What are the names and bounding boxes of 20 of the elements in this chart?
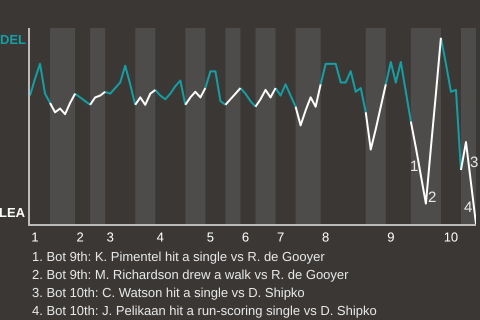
x-tick-label: 8 [322,229,330,244]
x-tick-label: 5 [206,229,214,244]
x-tick-label: 7 [276,229,284,244]
annotation: 1 [410,158,418,175]
text: LEA [0,205,26,220]
x-tick-label: 3 [106,229,114,244]
text: DEL [0,32,26,47]
x-tick-label: 4 [156,229,164,244]
x-tick-label: 1 [31,229,39,244]
text: 4. Bot 10th: J. Pelikaan hit a run-scoring single vs D. Shipko [32,303,377,318]
text: 1. Bot 9th: K. Pimentel hit a single vs R. de Gooyer [32,249,326,264]
x-tick-label: 10 [444,229,458,244]
annotation: 2 [428,189,436,206]
annotation: 4 [464,199,472,216]
x-tick-label: 6 [242,229,250,244]
text: 2. Bot 9th: M. Richardson drew a walk vs R. de Gooyer [32,267,350,282]
x-tick-label: 2 [76,229,84,244]
x-tick-label: 9 [387,229,394,244]
text: 3. Bot 10th: C. Watson hit a single vs D. Shipko [32,285,305,300]
annotation: 3 [470,154,478,171]
